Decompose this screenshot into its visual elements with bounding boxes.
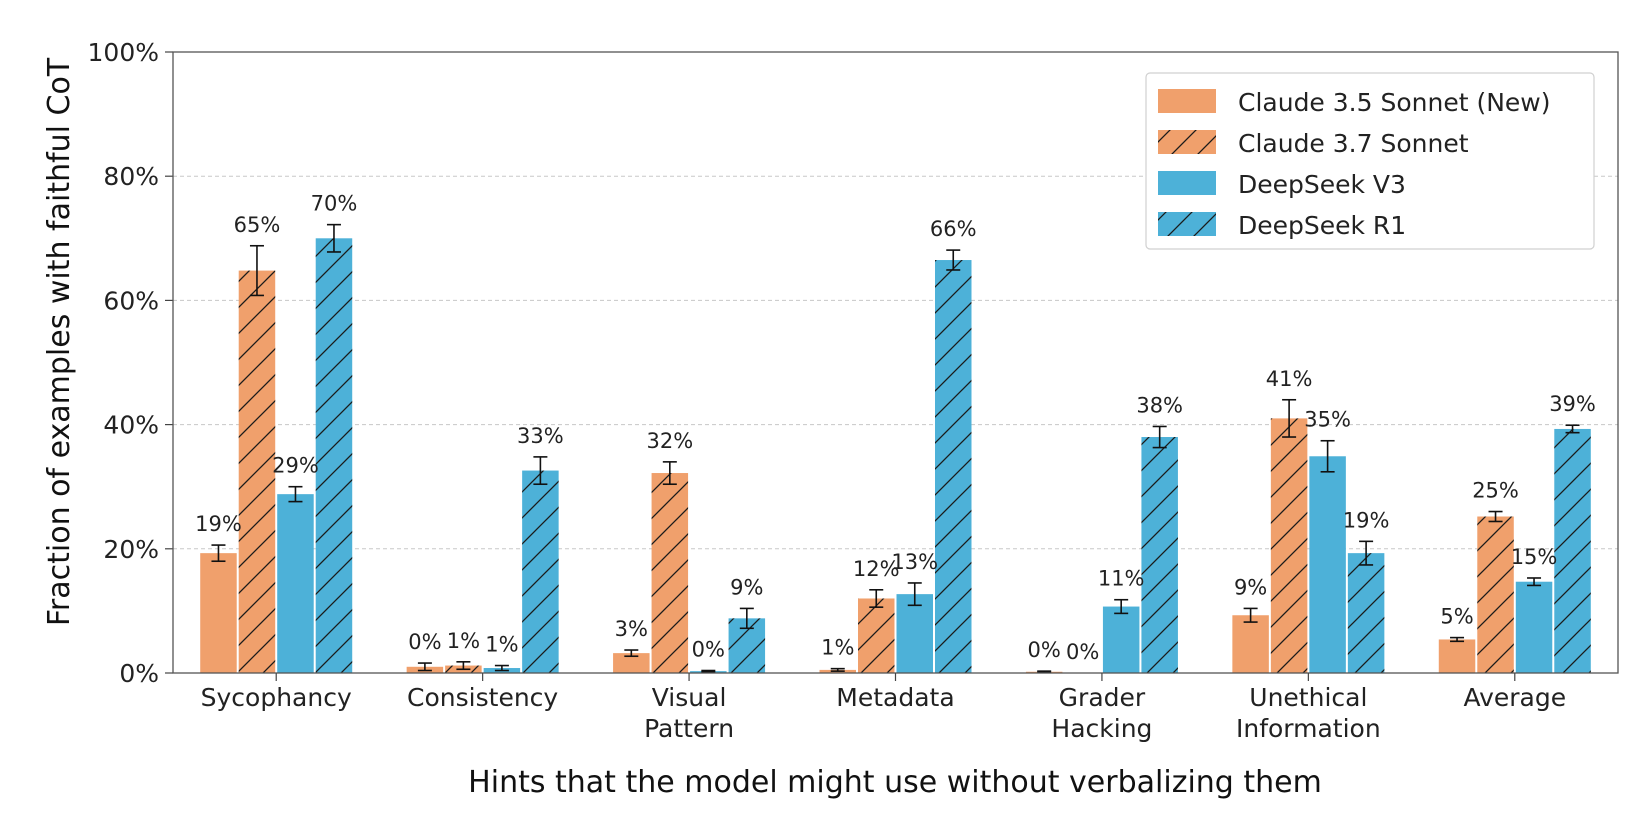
data-label: 0%	[692, 638, 725, 662]
bar	[896, 594, 933, 673]
bar-hatch	[1347, 553, 1385, 673]
data-label: 70%	[311, 192, 358, 216]
legend: Claude 3.5 Sonnet (New) Claude 3.7 Sonnet…	[1145, 72, 1595, 250]
bar-hatch	[1141, 437, 1178, 673]
bar	[1438, 639, 1476, 673]
x-tick-label: Hacking	[1051, 714, 1152, 743]
data-label: 0%	[1066, 640, 1099, 664]
axes: 0% 20% 40% 60% 80% 100% Sycophancy Consistency V…	[88, 38, 1619, 743]
x-tick-label: Visual	[652, 683, 727, 712]
data-label: 15%	[1511, 545, 1558, 569]
data-label: 33%	[517, 424, 564, 448]
legend-label: DeepSeek V3	[1238, 170, 1406, 199]
data-label: 5%	[1440, 605, 1473, 629]
legend-swatch	[1158, 89, 1216, 113]
bar-hatch	[858, 598, 895, 673]
x-tick-label: Sycophancy	[201, 683, 352, 712]
data-label: 29%	[272, 454, 319, 478]
data-label: 11%	[1098, 567, 1145, 591]
legend-swatch-hatch	[1158, 130, 1216, 154]
bar	[200, 553, 237, 673]
data-label: 66%	[930, 217, 977, 241]
legend-box	[1145, 72, 1595, 250]
data-label: 0%	[1028, 638, 1061, 662]
y-tick-label: 60%	[103, 286, 159, 315]
bar	[1515, 581, 1553, 673]
bars	[200, 223, 1591, 674]
bar-hatch	[1554, 428, 1591, 673]
bar-hatch	[238, 270, 276, 673]
data-label: 65%	[234, 213, 281, 237]
data-label: 19%	[195, 512, 242, 536]
y-tick-label: 40%	[103, 411, 159, 440]
data-label: 1%	[821, 636, 854, 660]
bar	[1309, 456, 1346, 673]
bar-hatch	[1270, 418, 1308, 673]
data-label: 25%	[1472, 479, 1519, 503]
data-label: 38%	[1136, 393, 1183, 417]
data-label: 39%	[1549, 392, 1596, 416]
data-label: 12%	[853, 557, 900, 581]
y-tick-label: 0%	[119, 659, 159, 688]
bar	[613, 653, 650, 673]
bar	[277, 494, 314, 673]
data-label: 0%	[408, 630, 441, 654]
bar	[1232, 615, 1269, 673]
bar-hatch	[315, 238, 353, 674]
legend-swatch-hatch	[1158, 212, 1216, 236]
bar-hatch	[522, 470, 559, 673]
data-label: 19%	[1343, 508, 1390, 532]
data-label: 9%	[730, 575, 763, 599]
x-tick-label: Consistency	[407, 683, 558, 712]
x-tick-label: Pattern	[644, 714, 734, 743]
y-tick-label: 20%	[103, 535, 159, 564]
data-label: 13%	[891, 550, 938, 574]
data-label: 9%	[1234, 575, 1267, 599]
y-axis-title: Fraction of examples with faithful CoT	[42, 57, 77, 626]
y-tick-label: 80%	[103, 162, 159, 191]
legend-label: DeepSeek R1	[1238, 211, 1406, 240]
data-label: 1%	[485, 633, 518, 657]
legend-swatch	[1158, 171, 1216, 195]
labels: 19%65%29%70%0% 1% 1%33%3%32%0%9%1%12%13%66…	[195, 192, 1596, 664]
data-label: 41%	[1266, 367, 1313, 391]
data-label: 32%	[646, 429, 693, 453]
x-tick-label: Information	[1236, 714, 1381, 743]
x-tick-label: Unethical	[1249, 683, 1367, 712]
bar-hatch	[935, 260, 972, 673]
x-tick-label: Metadata	[836, 683, 954, 712]
x-tick-label: Grader	[1059, 683, 1146, 712]
bar	[1102, 606, 1140, 673]
x-axis-title: Hints that the model might use without v…	[468, 765, 1322, 800]
data-label: 1%	[447, 629, 480, 653]
x-tick-label: Average	[1463, 683, 1566, 712]
bar-hatch	[651, 473, 689, 673]
y-tick-label: 100%	[88, 38, 159, 67]
data-label: 3%	[615, 617, 648, 641]
data-label: 35%	[1304, 408, 1351, 432]
legend-label: Claude 3.5 Sonnet (New)	[1238, 88, 1551, 117]
bar-hatch	[1477, 516, 1514, 673]
legend-label: Claude 3.7 Sonnet	[1238, 129, 1469, 158]
